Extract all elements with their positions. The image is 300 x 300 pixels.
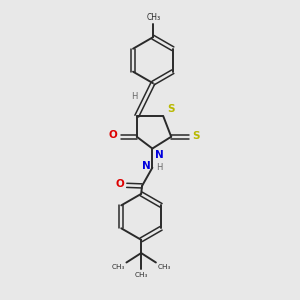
Text: S: S xyxy=(167,104,175,114)
Text: O: O xyxy=(115,179,124,189)
Text: N: N xyxy=(142,161,151,172)
Text: O: O xyxy=(109,130,118,140)
Text: S: S xyxy=(193,131,200,141)
Text: N: N xyxy=(155,150,164,160)
Text: H: H xyxy=(156,163,163,172)
Text: CH₃: CH₃ xyxy=(158,264,171,270)
Text: CH₃: CH₃ xyxy=(112,264,125,270)
Text: H: H xyxy=(131,92,137,101)
Text: CH₃: CH₃ xyxy=(146,13,161,22)
Text: CH₃: CH₃ xyxy=(134,272,148,278)
